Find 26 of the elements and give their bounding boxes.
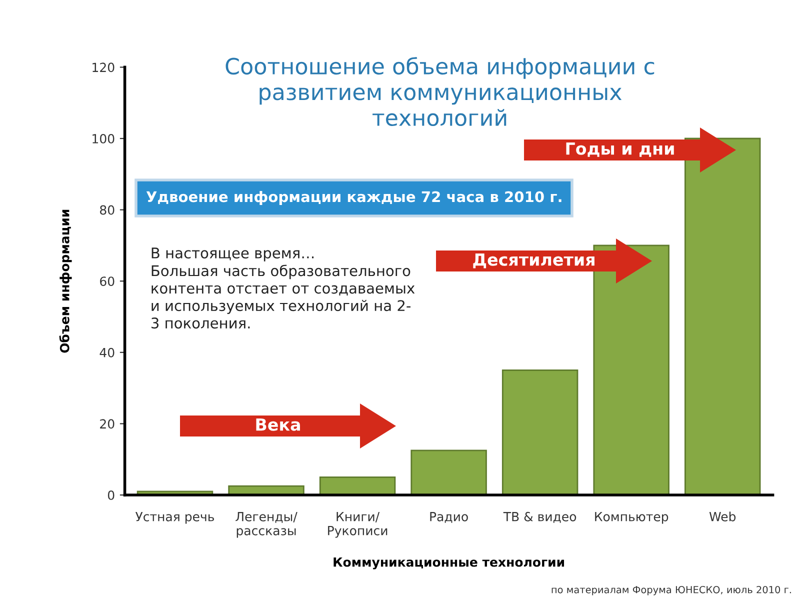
- y-tick-label: 60: [100, 276, 114, 286]
- y-tick-label: 80: [100, 205, 114, 215]
- x-tick-label: Книги/ Рукописи: [328, 512, 388, 538]
- annotation: В настоящее время… Большая часть образовательного контента отстает от создаваемых и используемых технологий на 2- 3 поколения.: [152, 248, 415, 329]
- y-tick-label: 100: [92, 134, 114, 144]
- annotation: Удвоение информации каждые 72 часа в 2010 г.: [146, 190, 562, 206]
- annotation: Годы и дни: [566, 142, 674, 157]
- bar: [502, 370, 578, 495]
- x-tick-label: Web: [709, 512, 736, 522]
- x-tick-label: Легенды/ рассказы: [236, 512, 298, 538]
- y-tick-label: 0: [108, 490, 114, 500]
- annotation: Века: [256, 418, 300, 431]
- y-tick-label: 40: [100, 348, 114, 358]
- text: Соотношение объема информации с развитием коммуникационных технологий: [226, 57, 654, 126]
- x-tick-label: ТВ & видео: [503, 512, 576, 523]
- y-axis-title: Объем информации: [59, 210, 72, 353]
- bar: [319, 476, 396, 495]
- x-tick-label: Компьютер: [595, 512, 668, 524]
- bar: [410, 450, 487, 495]
- annotation: Десятилетия: [473, 253, 594, 268]
- y-tick-label: 20: [100, 419, 114, 429]
- x-axis-title: Коммуникационные технологии: [334, 557, 564, 570]
- x-tick-label: Радио: [430, 512, 468, 523]
- y-tick-label: 120: [92, 62, 114, 72]
- text: по материалам Форума ЮНЕСКО, июль 2010 г.: [552, 586, 791, 596]
- x-tick-label: Устная речь: [135, 512, 214, 524]
